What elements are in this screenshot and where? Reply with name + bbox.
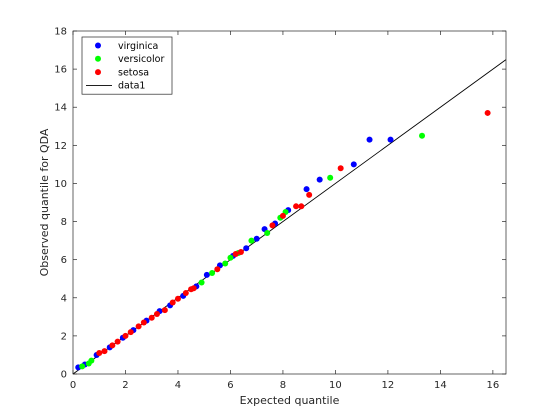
- data-point-versicolor: [264, 229, 271, 236]
- data-point-setosa: [232, 250, 239, 257]
- data-point-virginica: [316, 176, 323, 183]
- data-point-virginica: [387, 136, 394, 143]
- series-setosa: [96, 109, 491, 357]
- data-point-setosa: [298, 203, 305, 210]
- legend-label-versicolor: versicolor: [118, 54, 164, 65]
- data-point-setosa: [169, 299, 176, 306]
- y-tick-label: 12: [54, 141, 67, 152]
- data-point-setosa: [153, 310, 160, 317]
- data-point-virginica: [303, 186, 310, 193]
- data-point-virginica: [350, 161, 357, 168]
- legend-label-data1: data1: [118, 81, 145, 92]
- data-point-virginica: [203, 271, 210, 278]
- data-point-setosa: [214, 266, 221, 273]
- data-point-virginica: [243, 245, 250, 252]
- axes: 0 2 4 6 8 10 12 14 16 0 2 4 6 8 10 12 14 16 18: [54, 27, 507, 391]
- x-tick-label: 16: [487, 380, 500, 391]
- legend-marker-virginica: [95, 42, 101, 49]
- data-point-setosa: [114, 338, 121, 345]
- data-point-versicolor: [227, 254, 234, 261]
- y-tick-label: 2: [61, 331, 67, 342]
- data-point-setosa: [237, 249, 244, 256]
- x-tick-label: 6: [227, 380, 233, 391]
- data-point-virginica: [253, 235, 260, 242]
- data-point-setosa: [269, 222, 276, 229]
- data-point-setosa: [293, 203, 300, 210]
- y-tick-label: 14: [54, 103, 67, 114]
- data-point-setosa: [174, 295, 181, 302]
- y-tick-label: 16: [54, 65, 67, 76]
- data-point-versicolor: [327, 174, 334, 181]
- x-axis-label: Expected quantile: [240, 394, 340, 407]
- legend-marker-setosa: [95, 69, 101, 76]
- data-point-versicolor: [419, 132, 426, 139]
- x-tick-label: 4: [175, 380, 181, 391]
- data-point-versicolor: [79, 363, 86, 370]
- y-tick-label: 18: [54, 27, 67, 38]
- x-tick-label: 14: [434, 380, 447, 391]
- data-point-setosa: [161, 307, 168, 314]
- data-point-setosa: [279, 212, 286, 219]
- data-point-setosa: [182, 290, 189, 297]
- axes-box: [72, 30, 507, 375]
- data-point-setosa: [190, 285, 197, 292]
- data-point-setosa: [337, 165, 344, 172]
- data-point-setosa: [148, 314, 155, 321]
- data-point-versicolor: [209, 270, 216, 277]
- y-tick-label: 10: [54, 179, 67, 190]
- data-point-versicolor: [88, 357, 95, 364]
- data-point-setosa: [96, 350, 103, 357]
- legend-marker-versicolor: [95, 55, 101, 62]
- y-tick-label: 8: [61, 217, 67, 228]
- y-tick-label: 0: [61, 370, 67, 381]
- data-point-setosa: [306, 191, 313, 198]
- legend-label-setosa: setosa: [118, 67, 149, 78]
- data-point-setosa: [140, 319, 147, 326]
- x-tick-label: 8: [280, 380, 286, 391]
- y-axis-label: Observed quantile for QDA: [38, 128, 51, 276]
- data-point-setosa: [135, 323, 142, 330]
- data-point-setosa: [484, 109, 491, 116]
- data-point-setosa: [127, 329, 134, 336]
- x-tick-label: 10: [329, 380, 342, 391]
- y-tick-label: 6: [61, 255, 67, 266]
- plot-marks: [72, 59, 507, 375]
- data-point-setosa: [101, 348, 108, 355]
- data-point-versicolor: [248, 237, 255, 244]
- x-tick-label: 2: [122, 380, 128, 391]
- data-point-setosa: [109, 342, 116, 349]
- data-point-versicolor: [222, 260, 229, 267]
- legend: virginica versicolor setosa data1: [81, 36, 173, 95]
- y-tick-label: 4: [61, 293, 67, 304]
- legend-label-virginica: virginica: [118, 41, 158, 52]
- data-point-virginica: [366, 136, 373, 143]
- data-point-setosa: [122, 332, 129, 339]
- x-tick-label: 0: [70, 380, 76, 391]
- x-tick-label: 12: [382, 380, 395, 391]
- data-point-versicolor: [198, 279, 205, 286]
